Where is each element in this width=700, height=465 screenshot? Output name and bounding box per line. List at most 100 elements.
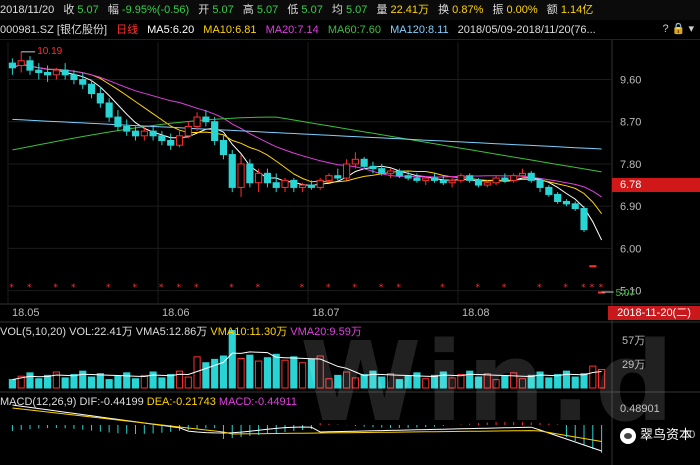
volume-bars: [8, 330, 606, 389]
candle-32: [290, 178, 298, 193]
open-value: 5.07: [212, 4, 234, 16]
candle-30: [272, 173, 280, 193]
vma20-value: VMA20:9.59万: [290, 326, 362, 338]
chevron-down-icon[interactable]: ▾: [688, 23, 694, 35]
candle-43: [386, 168, 395, 179]
event-marker-11: *: [300, 283, 305, 293]
macd-indicator-name[interactable]: MACD(12,26,9): [0, 396, 77, 408]
candle-66: [589, 265, 597, 268]
vma10-value: VMA10:11.30万: [210, 326, 288, 338]
volume-bar-58: [518, 378, 527, 389]
volume-bar-6: [61, 377, 69, 389]
price-tick-3: 6.90: [620, 201, 641, 213]
candle-23: [211, 117, 219, 146]
event-marker-13: *: [352, 283, 357, 293]
ma120-line: [12, 118, 602, 150]
candle-42: [378, 163, 386, 176]
close-label: 收: [63, 4, 75, 16]
price-tick-1: 8.70: [620, 117, 641, 129]
macd-tick-partial: 70: [683, 429, 695, 441]
volume-indicator-name[interactable]: VOL(5,10,20): [0, 326, 67, 338]
candle-52: [466, 173, 474, 183]
volume-bar-1: [17, 375, 25, 389]
candle-2: [26, 56, 34, 75]
low-value: 5.07: [301, 4, 323, 16]
candlestick-series: [8, 51, 606, 294]
period-selector[interactable]: 日线: [116, 24, 139, 36]
lock-icon[interactable]: 🔒: [671, 23, 686, 35]
volume-bar-24: [219, 355, 228, 389]
volume-bar-34: [307, 358, 315, 389]
candle-20: [184, 121, 192, 139]
volume-bar-12: [114, 375, 122, 389]
candle-24: [219, 135, 228, 160]
avg-label: 均: [331, 4, 343, 16]
volume-bar-48: [430, 374, 439, 389]
candle-53: [474, 178, 483, 188]
stock-code: 000981.SZ: [0, 24, 54, 36]
candle-31: [281, 178, 289, 193]
candle-16: [149, 126, 157, 141]
candle-58: [518, 168, 527, 179]
volume-bar-3: [35, 378, 43, 389]
dif-line: [12, 404, 602, 452]
candle-56: [501, 173, 509, 183]
volume-bar-45: [404, 375, 412, 389]
volume-bar-65: [580, 373, 588, 389]
amplitude-value: 0.00%: [506, 4, 538, 16]
volume-bar-55: [492, 379, 500, 389]
vma5-value: VMA5:12.86万: [135, 326, 208, 338]
volume-bar-14: [131, 378, 140, 389]
volume-tick-0: 57万: [622, 335, 645, 347]
date-tick-1: 18.06: [162, 307, 190, 319]
volume-bar-11: [105, 379, 113, 389]
volume-bar-67: [598, 368, 606, 389]
candle-35: [316, 178, 324, 190]
candle-44: [395, 168, 403, 179]
volume-bar-39: [351, 377, 359, 389]
event-marker-15: *: [396, 283, 401, 293]
candle-48: [430, 173, 439, 183]
cursor-date-box: 2018-11-20(二): [608, 306, 700, 320]
volume-bar-19: [175, 370, 184, 389]
volume-bar-62: [554, 374, 562, 389]
candle-36: [325, 173, 333, 183]
brand-name: 翠鸟资本: [639, 428, 692, 443]
candle-63: [562, 199, 571, 207]
volume-bar-31: [281, 359, 289, 389]
amplitude-label: 振: [492, 4, 504, 16]
candle-65: [580, 206, 588, 232]
event-marker-18: *: [502, 283, 507, 293]
candle-34: [307, 180, 315, 190]
event-marker-0: *: [9, 283, 14, 293]
volume-bar-27: [246, 354, 254, 389]
candle-26: [237, 154, 245, 197]
volume-bar-54: [483, 373, 491, 389]
event-marker-14: *: [379, 283, 384, 293]
candle-64: [571, 201, 579, 211]
price-tick-5: 5.10: [620, 286, 641, 298]
change-label: 幅: [107, 4, 119, 16]
event-markers: * * * * * * * * * * * * * * * * * * * * * * * *: [9, 283, 603, 293]
event-marker-4: *: [106, 283, 111, 293]
candle-11: [105, 98, 113, 122]
question-icon[interactable]: ?: [662, 23, 669, 35]
volume-bar-37: [334, 374, 342, 389]
candle-1: [17, 51, 25, 73]
peak-price-label: 10.19: [37, 46, 62, 57]
ma10-value: MA10:6.81: [203, 24, 257, 36]
ma60-line: [12, 116, 602, 173]
candle-27: [246, 159, 254, 188]
high-label: 高: [242, 4, 254, 16]
candle-50: [448, 178, 456, 188]
candle-0: [8, 58, 16, 75]
moving-average-lines: [12, 63, 603, 241]
volume-bar-22: [202, 362, 210, 389]
candle-60: [536, 178, 544, 193]
candle-38: [342, 159, 351, 181]
volume-bar-18: [167, 374, 175, 389]
stock-name: [银亿股份]: [56, 24, 108, 36]
indicator-bar: 000981.SZ [银亿股份] 日线 MA5:6.20 MA10:6.81 M…: [0, 21, 700, 40]
event-marker-20: *: [563, 283, 568, 293]
